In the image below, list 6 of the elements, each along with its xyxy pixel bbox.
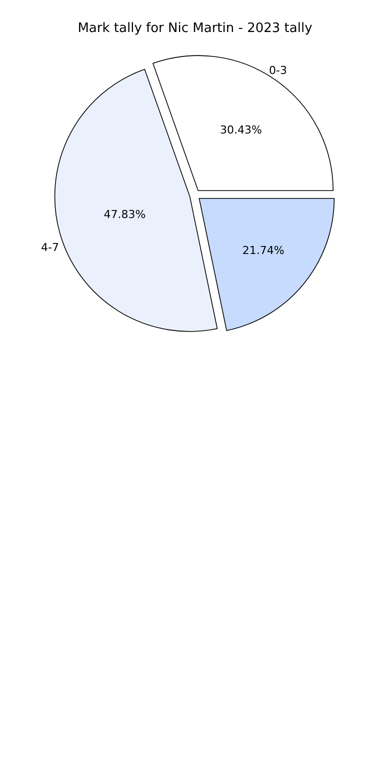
slice-label: 0-3 [269,64,287,77]
slice-label: 4-7 [41,241,59,254]
data-label: 47.83% [104,208,146,222]
data-label: 21.74% [242,244,284,258]
data-label: 30.43% [220,123,262,136]
chart-title: Mark tally for Nic Martin - 2023 tally [78,20,313,36]
